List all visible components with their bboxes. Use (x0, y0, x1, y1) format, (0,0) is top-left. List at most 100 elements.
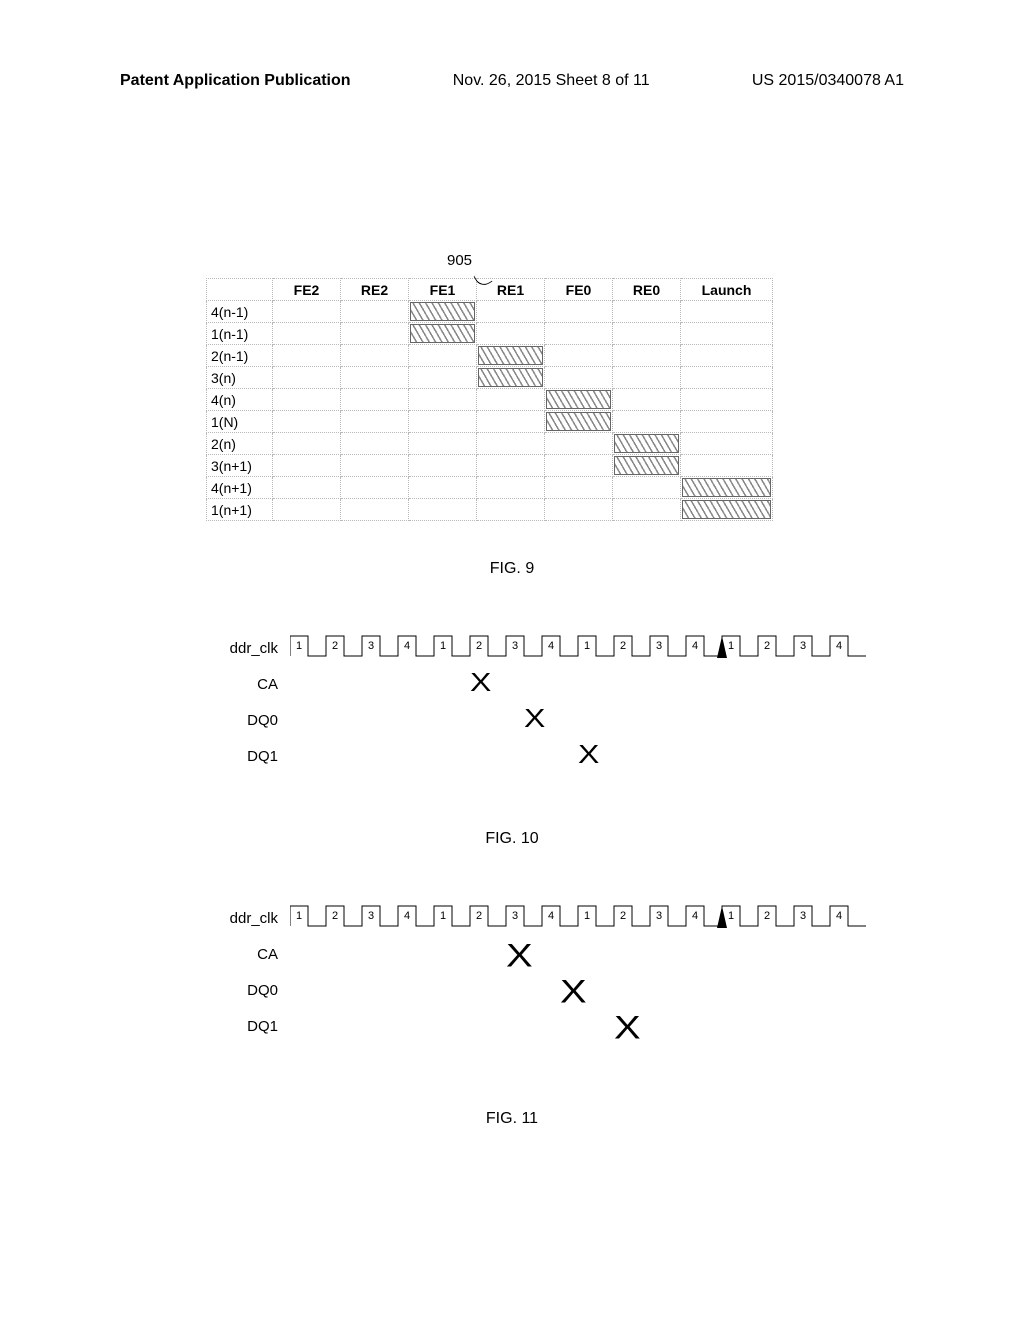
fig9-row: 4(n-1) (207, 301, 773, 323)
clk-number: 3 (512, 910, 518, 922)
fig9-cell (681, 301, 773, 323)
fig9-callout-905: 905 (447, 252, 472, 269)
fig9-cell (341, 499, 409, 521)
fig9-cell (409, 455, 477, 477)
transition-x-icon: X (506, 940, 533, 972)
fig9-row-label: 4(n+1) (207, 477, 273, 499)
header-right: US 2015/0340078 A1 (752, 72, 904, 90)
fig9-col-header: RE0 (613, 279, 681, 301)
fig9-cell (273, 389, 341, 411)
fig11-dq1-label: DQ1 (200, 1018, 290, 1035)
fig9-cell (681, 455, 773, 477)
clk-number: 1 (296, 910, 302, 922)
fig9-cell (613, 477, 681, 499)
fig9-row: 1(N) (207, 411, 773, 433)
clk-number: 2 (476, 640, 482, 652)
fig9-cell (273, 433, 341, 455)
header-left: Patent Application Publication (120, 72, 351, 90)
fig9-row-label: 1(n-1) (207, 323, 273, 345)
fig9-cell (273, 367, 341, 389)
fig9-cell (273, 411, 341, 433)
fig10-clk-label: ddr_clk (200, 640, 290, 657)
clk-number: 2 (332, 910, 338, 922)
fig9-row-label: 4(n) (207, 389, 273, 411)
fig9-cell (341, 455, 409, 477)
fig9-cell (409, 433, 477, 455)
fig9-row: 4(n) (207, 389, 773, 411)
clk-number: 1 (440, 640, 446, 652)
clk-number: 4 (692, 910, 698, 922)
fig9-col-header: Launch (681, 279, 773, 301)
fig9-row-label: 3(n) (207, 367, 273, 389)
arrow-up-icon (717, 906, 727, 928)
fig9-cell (613, 389, 681, 411)
fig9-cell (545, 477, 613, 499)
fig9-cell (681, 389, 773, 411)
fig9-cell (341, 301, 409, 323)
fig9-cell (681, 433, 773, 455)
fig9-cell (341, 477, 409, 499)
clk-number: 2 (620, 640, 626, 652)
clk-number: 1 (296, 640, 302, 652)
fig9-row: 4(n+1) (207, 477, 773, 499)
fig10-dq1-row: DQ1 X (200, 738, 870, 774)
fig9-cell (477, 367, 545, 389)
fig9-cell (545, 455, 613, 477)
fig9-cell (545, 389, 613, 411)
fig9-cell (409, 389, 477, 411)
fig9-cell (341, 433, 409, 455)
fig9-cell (613, 455, 681, 477)
fig9-row: 1(n-1) (207, 323, 773, 345)
fig9-row: 3(n+1) (207, 455, 773, 477)
fig9-col-header: RE2 (341, 279, 409, 301)
clk-number: 1 (584, 640, 590, 652)
fig11-clk-waveform: 1234123412341234 (290, 900, 870, 936)
fig9-cell (409, 411, 477, 433)
fig11-dq0-row: DQ0 X (200, 972, 870, 1008)
fig9-cell (273, 345, 341, 367)
clk-number: 3 (800, 640, 806, 652)
fig9-cell (341, 323, 409, 345)
transition-x-icon: X (470, 669, 491, 695)
fig10-dq1-label: DQ1 (200, 748, 290, 765)
fig9-cell (477, 477, 545, 499)
fig9-row-label: 2(n) (207, 433, 273, 455)
fig9-cell (273, 499, 341, 521)
fig10-timing-diagram: ddr_clk 1234123412341234 CA X DQ0 X DQ1 … (200, 630, 870, 774)
fig9-cell (613, 499, 681, 521)
fig9-col-header: FE1 (409, 279, 477, 301)
fig9-cell (545, 499, 613, 521)
fig11-caption: FIG. 11 (0, 1110, 1024, 1128)
fig10-clk-waveform: 1234123412341234 (290, 630, 870, 666)
clk-number: 4 (836, 640, 842, 652)
fig9-cell (681, 345, 773, 367)
clk-number: 1 (728, 910, 734, 922)
fig9-row: 1(n+1) (207, 499, 773, 521)
fig9-cell (273, 455, 341, 477)
fig9-cell (681, 411, 773, 433)
fig9-cell (681, 323, 773, 345)
fig9-cell (341, 367, 409, 389)
clk-number: 4 (548, 910, 554, 922)
fig9-row-label: 2(n-1) (207, 345, 273, 367)
fig9-cell (681, 477, 773, 499)
fig9-cell (613, 323, 681, 345)
fig9-row: 2(n-1) (207, 345, 773, 367)
transition-x-icon: X (560, 976, 587, 1008)
clk-number: 3 (368, 640, 374, 652)
fig9-cell (545, 345, 613, 367)
clk-number: 1 (728, 640, 734, 652)
fig9-cell (681, 367, 773, 389)
clk-number: 4 (548, 640, 554, 652)
clk-number: 2 (620, 910, 626, 922)
clk-number: 4 (836, 910, 842, 922)
clk-number: 4 (404, 640, 410, 652)
fig9-cell (545, 411, 613, 433)
fig9-cell (477, 345, 545, 367)
fig11-ca-row: CA X (200, 936, 870, 972)
fig9-cell (477, 433, 545, 455)
clk-number: 3 (512, 640, 518, 652)
fig9-cell (545, 367, 613, 389)
fig10-dq0-row: DQ0 X (200, 702, 870, 738)
fig9-cell (341, 345, 409, 367)
